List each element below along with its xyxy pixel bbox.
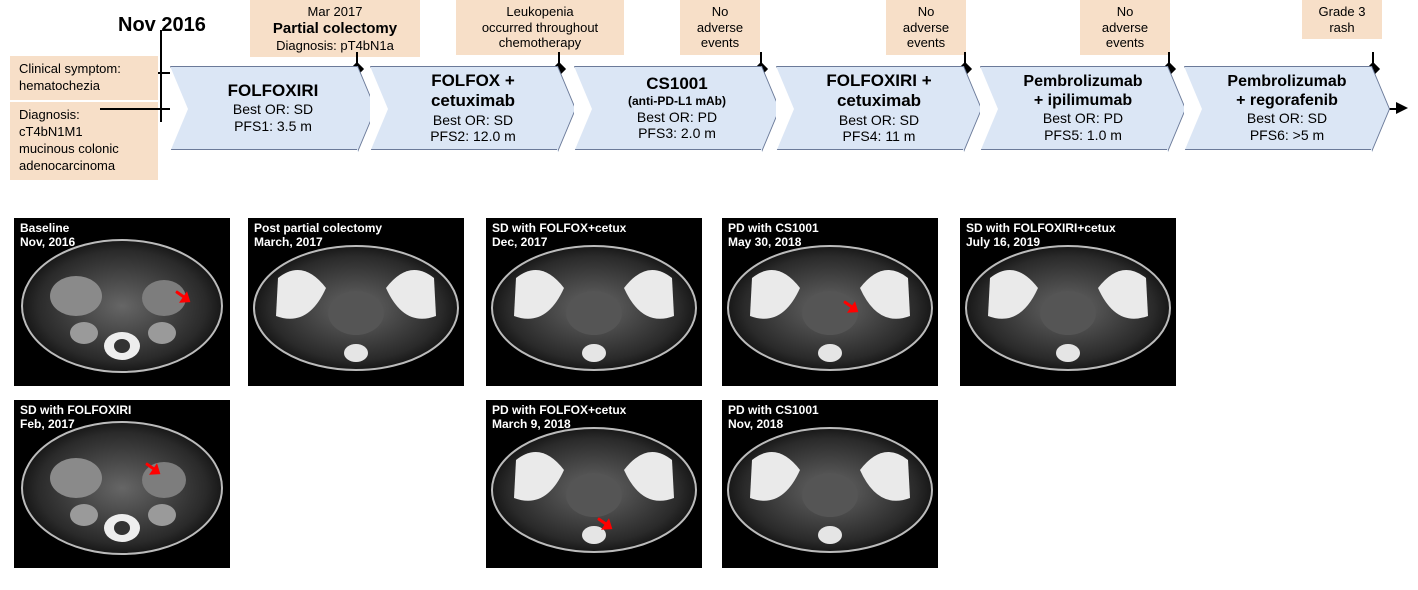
- ct-panel: PD with CS1001Nov, 2018: [722, 400, 938, 568]
- initial-symptom-box: Clinical symptom: hematochezia: [10, 56, 158, 100]
- ct-panel: PD with FOLFOX+cetuxMarch 9, 2018: [486, 400, 702, 568]
- event-line: No: [892, 4, 960, 20]
- initial-diagnosis-box: Diagnosis: cT4bN1M1 mucinous colonic ade…: [10, 102, 158, 180]
- treatment-chevron: Pembrolizumab+ regorafenibBest OR: SDPFS…: [1184, 66, 1372, 150]
- treatment-title: FOLFOXIRI +: [826, 71, 931, 91]
- treatment-pfs: PFS1: 3.5 m: [234, 118, 312, 135]
- event-line: occurred throughout: [462, 20, 618, 36]
- treatment-pfs: PFS2: 12.0 m: [430, 128, 516, 145]
- event-line: Mar 2017: [256, 4, 414, 20]
- treatment-chevron: FOLFOX +cetuximabBest OR: SDPFS2: 12.0 m: [370, 66, 558, 150]
- timeline-arrowhead: [1396, 102, 1408, 114]
- treatment-title: Pembrolizumab: [1023, 72, 1142, 91]
- ct-panel: PD with CS1001May 30, 2018: [722, 218, 938, 386]
- ct-caption: SD with FOLFOX+cetuxDec, 2017: [492, 221, 696, 250]
- event-line: adverse: [892, 20, 960, 36]
- ct-panel: BaselineNov, 2016: [14, 218, 230, 386]
- treatment-chevron: FOLFOXIRI +cetuximabBest OR: SDPFS4: 11 …: [776, 66, 964, 150]
- event-line: events: [1086, 35, 1164, 51]
- treatment-title-2: cetuximab: [837, 91, 921, 111]
- ct-panel: SD with FOLFOXIRIFeb, 2017: [14, 400, 230, 568]
- event-box: Noadverseevents: [1080, 0, 1170, 55]
- treatment-or: Best OR: SD: [433, 112, 513, 129]
- ct-caption: SD with FOLFOXIRI+cetuxJuly 16, 2019: [966, 221, 1170, 250]
- initial-symptom-label: Clinical symptom:: [19, 61, 149, 78]
- ct-caption: BaselineNov, 2016: [20, 221, 224, 250]
- ct-caption: Post partial colectomyMarch, 2017: [254, 221, 458, 250]
- ct-caption: PD with CS1001Nov, 2018: [728, 403, 932, 432]
- event-line: adverse: [1086, 20, 1164, 36]
- ct-caption: PD with FOLFOX+cetuxMarch 9, 2018: [492, 403, 696, 432]
- treatment-pfs: PFS5: 1.0 m: [1044, 127, 1122, 144]
- treatment-title: CS1001: [646, 74, 707, 94]
- event-line: Diagnosis: pT4bN1a: [256, 38, 414, 54]
- ct-panel: Post partial colectomyMarch, 2017: [248, 218, 464, 386]
- treatment-title-2: + ipilimumab: [1034, 91, 1132, 110]
- event-line: Leukopenia: [462, 4, 618, 20]
- ct-caption: PD with CS1001May 30, 2018: [728, 221, 932, 250]
- initial-diagnosis-line1: cT4bN1M1: [19, 124, 149, 141]
- treatment-title-2: cetuximab: [431, 91, 515, 111]
- initial-diagnosis-line2: mucinous colonic: [19, 141, 149, 158]
- treatment-pfs: PFS6: >5 m: [1250, 127, 1324, 144]
- event-box: Leukopeniaoccurred throughoutchemotherap…: [456, 0, 624, 55]
- treatment-title: FOLFOXIRI: [228, 81, 319, 101]
- treatment-or: Best OR: SD: [1247, 110, 1327, 127]
- event-box: Noadverseevents: [680, 0, 760, 55]
- treatment-pfs: PFS3: 2.0 m: [638, 125, 716, 142]
- treatment-or: Best OR: PD: [637, 109, 717, 126]
- treatment-timeline: Nov 2016 Clinical symptom: hematochezia …: [0, 40, 1418, 180]
- event-line: chemotherapy: [462, 35, 618, 51]
- event-line: No: [686, 4, 754, 20]
- treatment-or: Best OR: SD: [839, 112, 919, 129]
- event-box: Grade 3rash: [1302, 0, 1382, 39]
- event-line: events: [892, 35, 960, 51]
- event-line: Grade 3: [1308, 4, 1376, 20]
- event-bold-line: Partial colectomy: [256, 20, 414, 38]
- initial-symptom-value: hematochezia: [19, 78, 149, 95]
- ct-caption: SD with FOLFOXIRIFeb, 2017: [20, 403, 224, 432]
- treatment-chevron: CS1001(anti-PD-L1 mAb)Best OR: PDPFS3: 2…: [574, 66, 762, 150]
- event-box: Mar 2017Partial colectomyDiagnosis: pT4b…: [250, 0, 420, 57]
- treatment-subtitle: (anti-PD-L1 mAb): [628, 94, 726, 108]
- treatment-chevron: FOLFOXIRIBest OR: SDPFS1: 3.5 m: [170, 66, 358, 150]
- treatment-pfs: PFS4: 11 m: [843, 128, 916, 145]
- treatment-title-2: + regorafenib: [1236, 91, 1338, 110]
- treatment-or: Best OR: SD: [233, 101, 313, 118]
- ct-panel: SD with FOLFOX+cetuxDec, 2017: [486, 218, 702, 386]
- event-line: rash: [1308, 20, 1376, 36]
- treatment-chevron: Pembrolizumab+ ipilimumabBest OR: PDPFS5…: [980, 66, 1168, 150]
- initial-diagnosis-line3: adenocarcinoma: [19, 158, 149, 175]
- event-line: adverse: [686, 20, 754, 36]
- treatment-or: Best OR: PD: [1043, 110, 1123, 127]
- event-line: No: [1086, 4, 1164, 20]
- event-box: Noadverseevents: [886, 0, 966, 55]
- ct-panel: SD with FOLFOXIRI+cetuxJuly 16, 2019: [960, 218, 1176, 386]
- treatment-title: FOLFOX +: [431, 71, 515, 91]
- treatment-title: Pembrolizumab: [1227, 72, 1346, 91]
- event-line: events: [686, 35, 754, 51]
